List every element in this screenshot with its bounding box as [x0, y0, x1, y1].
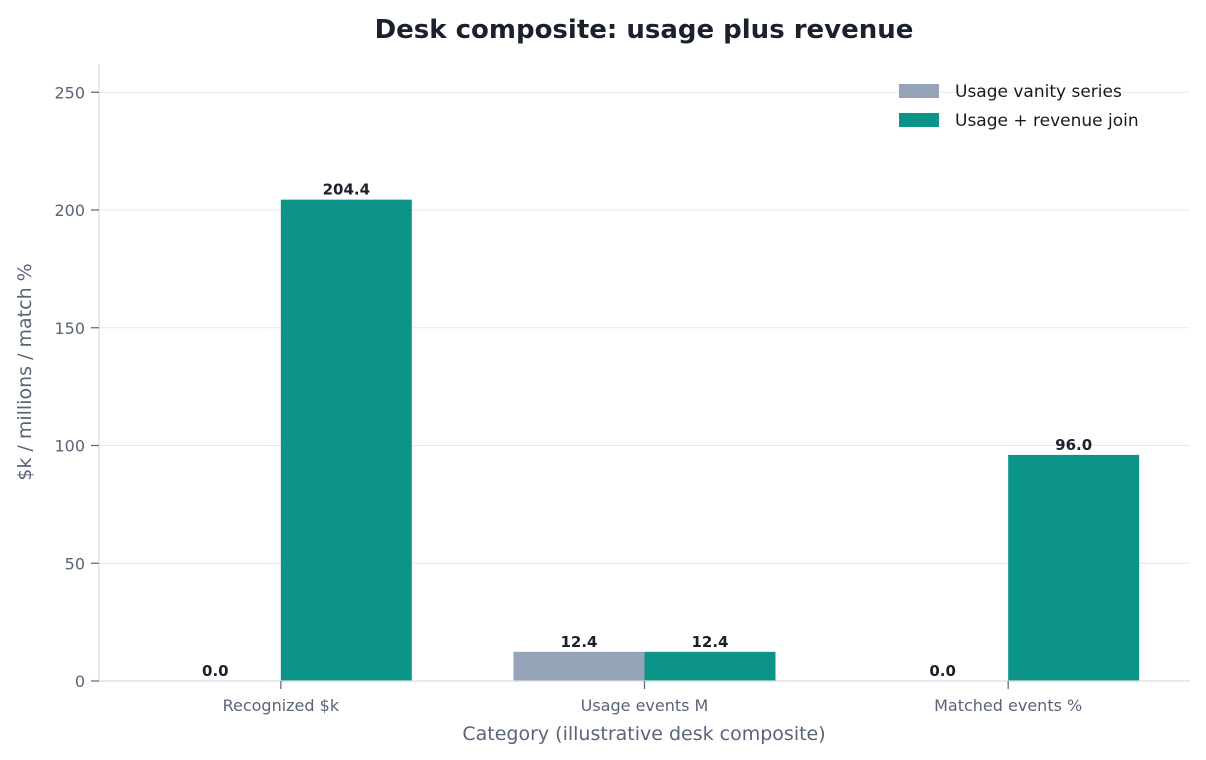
- legend-label: Usage vanity series: [955, 82, 1122, 102]
- x-tick-label: Recognized $k: [223, 696, 340, 715]
- y-tick-label: 50: [65, 554, 85, 573]
- legend-swatch: [899, 84, 939, 98]
- bar-value-label: 0.0: [202, 662, 229, 680]
- y-axis-ticks: 0 50 100 150 200 250: [54, 83, 99, 691]
- x-axis-label: Category (illustrative desk composite): [462, 723, 825, 745]
- y-tick-label: 150: [54, 319, 85, 338]
- bar-value-label: 0.0: [929, 662, 956, 680]
- y-axis-label: $k / millions / match %: [14, 263, 36, 480]
- bar-value-label: 12.4: [691, 633, 728, 651]
- chart-title: Desk composite: usage plus revenue: [375, 15, 914, 45]
- data-labels: 0.0 204.4 12.4 12.4 0.0 96.0: [202, 181, 1092, 680]
- bar: [513, 651, 645, 681]
- bar-value-label: 96.0: [1055, 436, 1092, 454]
- bar-value-label: 204.4: [323, 181, 370, 199]
- bar-value-label: 12.4: [560, 633, 597, 651]
- y-tick-label: 200: [54, 201, 85, 220]
- legend-label: Usage + revenue join: [955, 111, 1139, 131]
- x-tick-label: Matched events %: [934, 696, 1082, 715]
- x-tick-label: Usage events M: [581, 696, 709, 715]
- bar: [280, 199, 412, 681]
- bar: [1008, 454, 1140, 681]
- legend: Usage vanity series Usage + revenue join: [899, 82, 1139, 131]
- y-tick-label: 100: [54, 437, 85, 456]
- y-tick-label: 0: [75, 672, 85, 691]
- y-tick-label: 250: [54, 83, 85, 102]
- legend-swatch: [899, 113, 939, 127]
- bar: [644, 651, 776, 681]
- bars: [280, 199, 1140, 681]
- x-axis-ticks: Recognized $k Usage events M Matched event…: [223, 681, 1082, 715]
